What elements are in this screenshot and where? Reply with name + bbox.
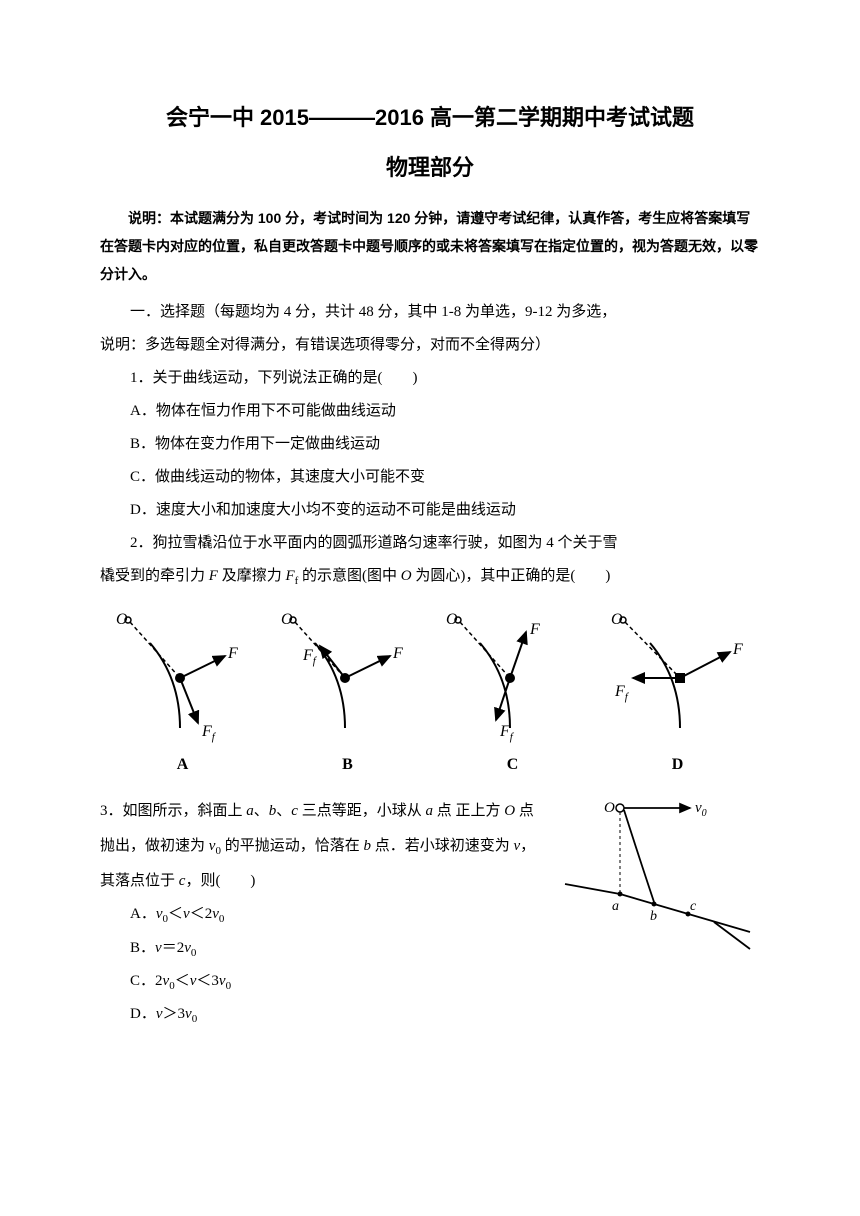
q3b-pre: B． xyxy=(130,940,155,956)
q2-label-b: B xyxy=(275,756,420,774)
q2-label-c: C xyxy=(440,756,585,774)
instructions-text: 说明：本试题满分为 100 分，考试时间为 120 分钟，请遵守考试纪律，认真作… xyxy=(100,204,760,288)
q2c-O-label: O xyxy=(446,611,458,628)
q3b-sub0: 0 xyxy=(191,947,197,959)
q3fig-O: O xyxy=(604,800,615,816)
q2-text-mid1: 及摩擦力 xyxy=(218,568,286,584)
page-title-main: 会宁一中 2015———2016 高一第二学期期中考试试题 xyxy=(100,100,760,132)
q3-text-block: 3．如图所示，斜面上 a、b、c 三点等距，小球从 a 点 正上方 O 点抛出，… xyxy=(100,794,540,898)
q3-l1-post: 三点等距，小球从 xyxy=(298,803,426,819)
q3d-pre: D． xyxy=(130,1006,156,1022)
q2-text-mid2: 的示意图(图中 xyxy=(298,568,401,584)
q2c-F-label: F xyxy=(529,621,540,638)
q3-a: a xyxy=(246,803,254,819)
q2-svg-c: O F Ff xyxy=(440,608,585,743)
q2b-F-label: F xyxy=(392,645,403,662)
q3-O: O xyxy=(504,803,515,819)
q2-stem-line1: 2．狗拉雪橇沿位于水平面内的圆弧形道路匀速率行驶，如图为 4 个关于雪 xyxy=(100,527,760,560)
q1-option-c: C．做曲线运动的物体，其速度大小可能不变 xyxy=(100,461,760,494)
q3a-lt1: ＜ xyxy=(168,906,183,922)
q3d-v: v xyxy=(156,1006,163,1022)
q3fig-v0: v0 xyxy=(695,800,707,819)
q3-a2: a xyxy=(425,803,433,819)
q3d-gt: ＞3 xyxy=(163,1006,186,1022)
q3a-lt2: ＜2 xyxy=(190,906,213,922)
q2-diagram-c: O F Ff C xyxy=(440,608,585,774)
q2-svg-b: O F Ff xyxy=(275,608,420,743)
q3c-v0b: v xyxy=(219,973,226,989)
q3-option-c: C．2v0＜v＜3v0 xyxy=(100,965,760,998)
page-title-sub: 物理部分 xyxy=(100,150,760,182)
q3fig-a: a xyxy=(612,899,619,914)
q3-figure: O v0 a b c xyxy=(560,794,755,954)
q2d-Ff-label: Ff xyxy=(614,683,630,703)
q2-text-end: 为圆心)，其中正确的是( ) xyxy=(412,568,611,584)
q2-svg-d: O F Ff xyxy=(605,608,750,743)
q2b-O-label: O xyxy=(281,611,293,628)
q3fig-b: b xyxy=(650,909,657,924)
q3-b2: b xyxy=(363,838,371,854)
q1-option-d: D．速度大小和加速度大小均不变的运动不可能是曲线运动 xyxy=(100,494,760,527)
q3a-v0b: v xyxy=(212,906,219,922)
q3-option-d: D．v＞3v0 xyxy=(100,998,760,1031)
q3c-lt1: ＜ xyxy=(175,973,190,989)
q2b-Ff-label: Ff xyxy=(302,647,318,667)
q2-diagram-b: O F Ff B xyxy=(275,608,420,774)
q3-l3-pre: 点．若小球初速变为 xyxy=(375,838,514,854)
q1-option-b: B．物体在变力作用下一定做曲线运动 xyxy=(100,428,760,461)
q3a-v: v xyxy=(183,906,190,922)
q2-label-a: A xyxy=(110,756,255,774)
q3c-lt2: ＜3 xyxy=(196,973,219,989)
q3a-pre: A． xyxy=(130,906,156,922)
q3-sep1: 、 xyxy=(254,803,269,819)
q3c-pre: C．2 xyxy=(130,973,163,989)
q1-option-a: A．物体在恒力作用下不可能做曲线运动 xyxy=(100,395,760,428)
q2-var-Ff: F xyxy=(285,568,294,584)
q2-svg-a: O F Ff xyxy=(110,608,255,743)
q3fig-c: c xyxy=(690,899,697,914)
q3a-v0a: v xyxy=(156,906,163,922)
q3-l2-pre: 正上方 xyxy=(456,803,505,819)
q2a-O-label: O xyxy=(116,611,128,628)
q3-wrapper: 3．如图所示，斜面上 a、b、c 三点等距，小球从 a 点 正上方 O 点抛出，… xyxy=(100,794,760,1031)
q3b-v: v xyxy=(155,940,162,956)
q2-stem-line2: 橇受到的牵引力 F 及摩擦力 Ff 的示意图(图中 O 为圆心)，其中正确的是(… xyxy=(100,560,760,593)
q2-diagram-row: O F Ff A O F Ff B O xyxy=(100,608,760,774)
q1-stem: 1．关于曲线运动，下列说法正确的是( ) xyxy=(100,362,760,395)
q2a-F-label: F xyxy=(227,645,238,662)
q3-l1-end: 点 xyxy=(433,803,452,819)
q3d-v0: v xyxy=(185,1006,192,1022)
q2c-Ff-label: Ff xyxy=(499,723,515,743)
q3b-v0: v xyxy=(184,940,191,956)
q3-sep2: 、 xyxy=(276,803,291,819)
q2-label-d: D xyxy=(605,756,750,774)
q3-l1-pre: 3．如图所示，斜面上 xyxy=(100,803,246,819)
q3-l2-post: 的平抛运动，恰落在 xyxy=(221,838,364,854)
q2-diagram-d: O F Ff D xyxy=(605,608,750,774)
q2-diagram-a: O F Ff A xyxy=(110,608,255,774)
q2-text-pre: 橇受到的牵引力 xyxy=(100,568,209,584)
q3d-sub0: 0 xyxy=(192,1013,198,1025)
q2d-F-label: F xyxy=(732,641,743,658)
q2d-O-label: O xyxy=(611,611,623,628)
q3-l3-end: ，则( ) xyxy=(185,873,255,889)
q2-var-O: O xyxy=(401,568,412,584)
section-1-heading-line2: 说明：多选每题全对得满分，有错误选项得零分，对而不全得两分） xyxy=(100,329,760,362)
section-1-heading-line1: 一．选择题（每题均为 4 分，共计 48 分，其中 1-8 为单选，9-12 为… xyxy=(100,296,760,329)
q2-var-F: F xyxy=(209,568,218,584)
q2a-Ff-label: Ff xyxy=(201,723,217,743)
q3b-eq: ＝2 xyxy=(162,940,185,956)
q3a-sub0b: 0 xyxy=(219,913,225,925)
q3c-sub0b: 0 xyxy=(226,980,232,992)
q3-c: c xyxy=(291,803,298,819)
